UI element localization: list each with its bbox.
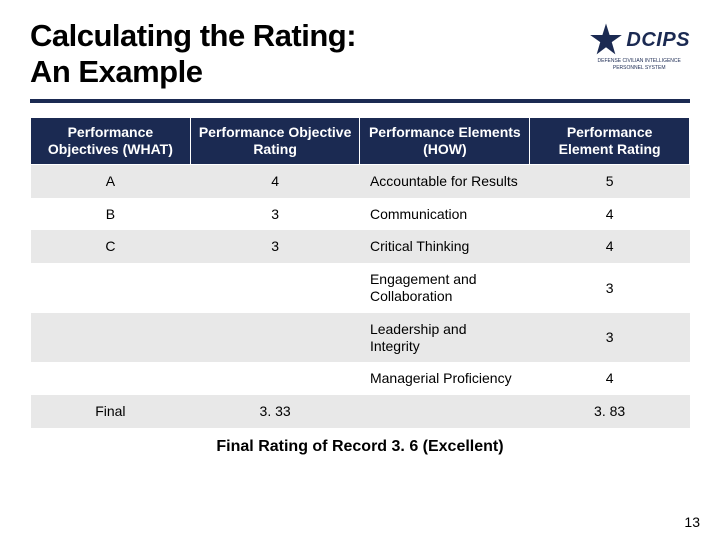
table-row: C 3 Critical Thinking 4 bbox=[31, 230, 690, 263]
cell-obj bbox=[31, 313, 191, 363]
cell-objr: 4 bbox=[190, 164, 360, 197]
star-icon bbox=[588, 22, 624, 58]
col-header-elements: Performance Elements (HOW) bbox=[360, 118, 530, 165]
slide-title: Calculating the Rating: An Example bbox=[30, 18, 356, 89]
cell-obj bbox=[31, 362, 191, 395]
cell-elem: Communication bbox=[360, 198, 530, 231]
cell-objr bbox=[190, 313, 360, 363]
table-row: Engagement and Collaboration 3 bbox=[31, 263, 690, 313]
final-rating-label: Final Rating of Record 3. 6 (Excellent) bbox=[30, 438, 690, 456]
logo-sub1: DEFENSE CIVILIAN INTELLIGENCE bbox=[598, 59, 681, 65]
table-row: A 4 Accountable for Results 5 bbox=[31, 164, 690, 197]
cell-elem: Accountable for Results bbox=[360, 164, 530, 197]
cell-obj: C bbox=[31, 230, 191, 263]
logo: DCIPS DEFENSE CIVILIAN INTELLIGENCE PERS… bbox=[588, 22, 690, 71]
title-line1: Calculating the Rating: bbox=[30, 18, 356, 53]
cell-elemr: 3 bbox=[530, 263, 690, 313]
title-line2: An Example bbox=[30, 54, 202, 89]
logo-text: DCIPS bbox=[626, 29, 690, 52]
cell-objr bbox=[190, 362, 360, 395]
cell-elem bbox=[360, 395, 530, 428]
cell-obj: B bbox=[31, 198, 191, 231]
table-row: Leadership and Integrity 3 bbox=[31, 313, 690, 363]
cell-elemr: 4 bbox=[530, 198, 690, 231]
col-header-objective-rating: Performance Objective Rating bbox=[190, 118, 360, 165]
divider bbox=[30, 99, 690, 103]
cell-objr: 3. 33 bbox=[190, 395, 360, 428]
cell-objr: 3 bbox=[190, 198, 360, 231]
table-row: Managerial Proficiency 4 bbox=[31, 362, 690, 395]
table-header-row: Performance Objectives (WHAT) Performanc… bbox=[31, 118, 690, 165]
page-number: 13 bbox=[684, 514, 700, 530]
col-header-objectives: Performance Objectives (WHAT) bbox=[31, 118, 191, 165]
cell-elem: Critical Thinking bbox=[360, 230, 530, 263]
cell-obj bbox=[31, 263, 191, 313]
cell-elem: Managerial Proficiency bbox=[360, 362, 530, 395]
table-row-final: Final 3. 33 3. 83 bbox=[31, 395, 690, 428]
cell-obj: Final bbox=[31, 395, 191, 428]
table-row: B 3 Communication 4 bbox=[31, 198, 690, 231]
cell-elemr: 3. 83 bbox=[530, 395, 690, 428]
cell-elem: Leadership and Integrity bbox=[360, 313, 530, 363]
cell-objr bbox=[190, 263, 360, 313]
cell-elem: Engagement and Collaboration bbox=[360, 263, 530, 313]
ratings-table: Performance Objectives (WHAT) Performanc… bbox=[30, 117, 690, 428]
col-header-element-rating: Performance Element Rating bbox=[530, 118, 690, 165]
cell-obj: A bbox=[31, 164, 191, 197]
cell-elemr: 4 bbox=[530, 362, 690, 395]
cell-elemr: 3 bbox=[530, 313, 690, 363]
cell-elemr: 5 bbox=[530, 164, 690, 197]
star-polygon bbox=[591, 23, 623, 54]
cell-objr: 3 bbox=[190, 230, 360, 263]
logo-sub2: PERSONNEL SYSTEM bbox=[613, 66, 666, 72]
cell-elemr: 4 bbox=[530, 230, 690, 263]
